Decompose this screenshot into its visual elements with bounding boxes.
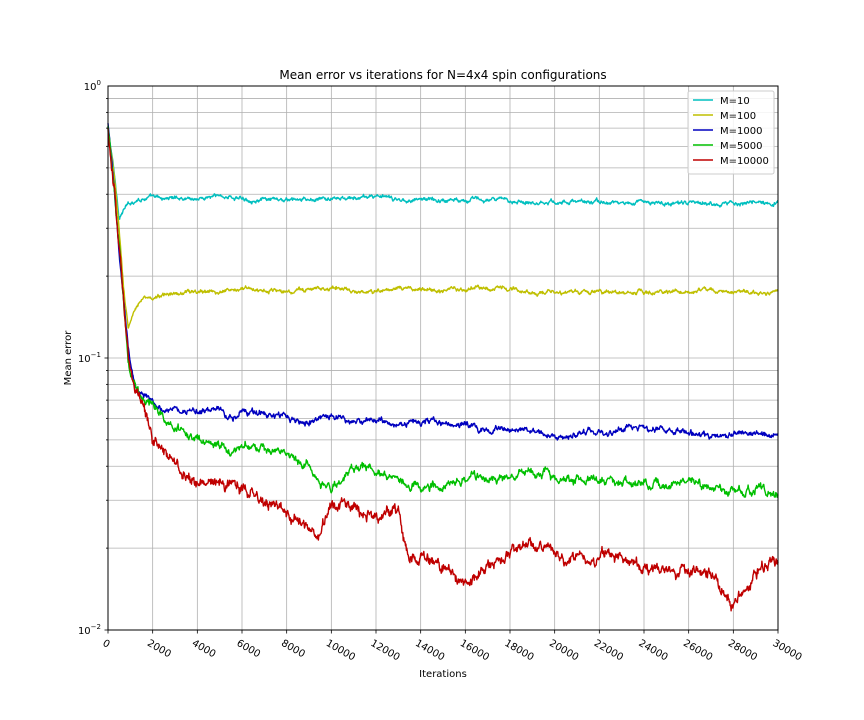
series-line-m-100 — [107, 127, 779, 329]
legend-label: M=10 — [720, 96, 750, 107]
x-axis-label: Iterations — [419, 669, 467, 680]
legend-label: M=1000 — [720, 126, 762, 137]
y-tick-label: 10−2 — [78, 623, 101, 637]
y-tick-base: 10 — [84, 82, 97, 93]
legend: M=10 M=100 M=1000 M=5000 M=10000 — [687, 90, 775, 175]
series-line-m-5000 — [107, 125, 779, 498]
legend-label: M=10000 — [720, 156, 769, 167]
y-tick-label: 10−1 — [78, 351, 101, 365]
y-tick-base: 10 — [78, 626, 91, 637]
y-tick-base: 10 — [78, 354, 91, 365]
y-tick-exponent: −1 — [91, 351, 101, 359]
legend-label: M=5000 — [720, 141, 762, 152]
y-axis-label: Mean error — [63, 330, 74, 386]
series-line-m-10000 — [107, 128, 779, 612]
legend-box — [687, 90, 775, 175]
grid — [107, 85, 779, 631]
series-line-m-1000 — [107, 123, 779, 441]
series-line-m-10 — [107, 127, 779, 220]
legend-label: M=100 — [720, 111, 756, 122]
y-tick-exponent: −2 — [91, 623, 101, 631]
x-tick-label: 0 — [101, 638, 112, 651]
series-layer — [107, 123, 779, 612]
chart-title: Mean error vs iterations for N=4x4 spin … — [279, 68, 606, 82]
y-tick-exponent: 0 — [97, 79, 101, 87]
y-tick-label: 100 — [84, 79, 101, 93]
